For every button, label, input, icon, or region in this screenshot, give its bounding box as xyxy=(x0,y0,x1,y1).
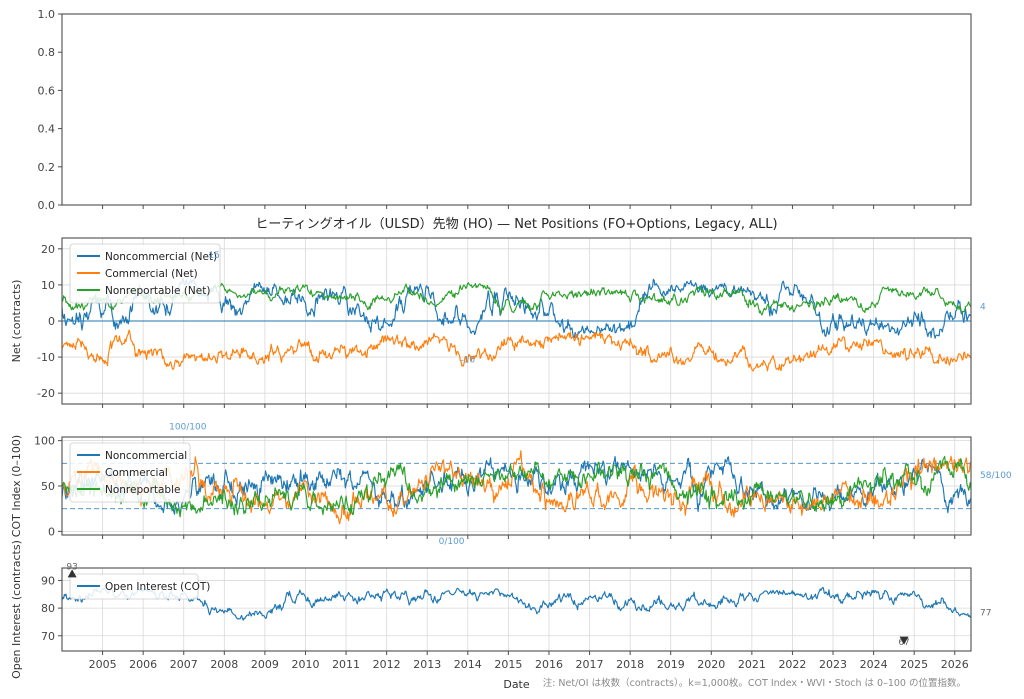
x-tick-label: 2006 xyxy=(129,658,157,671)
y-tick-label: 0.6 xyxy=(38,84,56,97)
x-tick-label: 2011 xyxy=(332,658,360,671)
legend-label: Noncommercial xyxy=(105,450,187,462)
footnote-text: 注: Net/OI は枚数（contracts）。k=1,000枚。COT In… xyxy=(543,677,966,689)
x-tick-label: 2015 xyxy=(494,658,522,671)
value-annotation: -10 xyxy=(460,356,475,366)
y-tick-label: 0.2 xyxy=(38,161,56,174)
y-tick-label: 80 xyxy=(41,602,55,615)
series-line xyxy=(62,456,971,515)
x-tick-label: 2023 xyxy=(819,658,847,671)
y-tick-label: 1.0 xyxy=(38,8,56,21)
legend-box xyxy=(69,573,199,600)
x-tick-label: 2005 xyxy=(89,658,117,671)
y-tick-label: 70 xyxy=(41,630,55,643)
y-tick-label: 0 xyxy=(48,525,55,538)
legend-label: Commercial xyxy=(105,467,168,479)
legend-label: Commercial (Net) xyxy=(105,268,198,280)
y-tick-label: 0.4 xyxy=(38,123,56,136)
y-axis-label: Open Interest (contracts) xyxy=(10,540,23,679)
x-tick-label: 2009 xyxy=(251,658,279,671)
y-tick-label: 0.8 xyxy=(38,46,56,59)
extreme-marker-down xyxy=(899,636,909,645)
x-tick-label: 2014 xyxy=(454,658,482,671)
legend-box xyxy=(69,243,221,304)
value-annotation: 15 xyxy=(208,251,219,261)
x-tick-label: 2022 xyxy=(778,658,806,671)
y-tick-label: 50 xyxy=(41,480,55,493)
plot-border xyxy=(61,567,972,652)
value-annotation: 58/100 xyxy=(980,471,1012,481)
legend-label: Open Interest (COT) xyxy=(105,581,210,593)
x-tick-label: 2019 xyxy=(657,658,685,671)
y-tick-label: -10 xyxy=(37,351,55,364)
y-tick-label: 100 xyxy=(34,435,55,448)
y-axis-label: COT Index (0–100) xyxy=(10,435,23,537)
y-axis-label: Net (contracts) xyxy=(10,280,23,363)
y-tick-label: -20 xyxy=(37,387,55,400)
legend-label: Nonreportable (Net) xyxy=(105,285,210,297)
x-tick-label: 2017 xyxy=(576,658,604,671)
legend-label: Noncommercial (Net) xyxy=(105,251,217,263)
series-line xyxy=(62,455,971,518)
series-line xyxy=(62,450,971,525)
x-tick-label: 2020 xyxy=(697,658,725,671)
panel-title: ヒーティングオイル（ULSD）先物 (HO) — Net Positions (… xyxy=(255,217,777,232)
value-annotation: 100/100 xyxy=(169,423,207,433)
x-tick-label: 2026 xyxy=(941,658,969,671)
x-tick-label: 2008 xyxy=(210,658,238,671)
series-line xyxy=(62,586,971,621)
plot-border xyxy=(61,13,972,206)
value-annotation: 4 xyxy=(980,303,986,313)
y-tick-label: 10 xyxy=(41,279,55,292)
y-tick-label: 0.0 xyxy=(38,199,56,212)
value-annotation: 0/100 xyxy=(439,537,465,547)
series-line xyxy=(62,329,971,372)
extreme-marker-up xyxy=(67,569,77,578)
value-annotation: 93 xyxy=(66,562,77,572)
y-tick-label: 90 xyxy=(41,574,55,587)
x-tick-label: 2016 xyxy=(535,658,563,671)
x-axis-title: Date xyxy=(503,678,530,691)
legend-label: Nonreportable xyxy=(105,484,180,496)
x-tick-label: 2010 xyxy=(291,658,319,671)
y-tick-label: 20 xyxy=(41,243,55,256)
x-tick-label: 2007 xyxy=(170,658,198,671)
x-tick-label: 2012 xyxy=(373,658,401,671)
x-tick-label: 2024 xyxy=(860,658,888,671)
value-annotation: 77 xyxy=(980,608,991,618)
x-tick-label: 2025 xyxy=(900,658,928,671)
y-tick-label: 0 xyxy=(48,315,55,328)
x-tick-label: 2018 xyxy=(616,658,644,671)
x-tick-label: 2021 xyxy=(738,658,766,671)
legend-box xyxy=(69,442,191,503)
x-tick-label: 2013 xyxy=(413,658,441,671)
